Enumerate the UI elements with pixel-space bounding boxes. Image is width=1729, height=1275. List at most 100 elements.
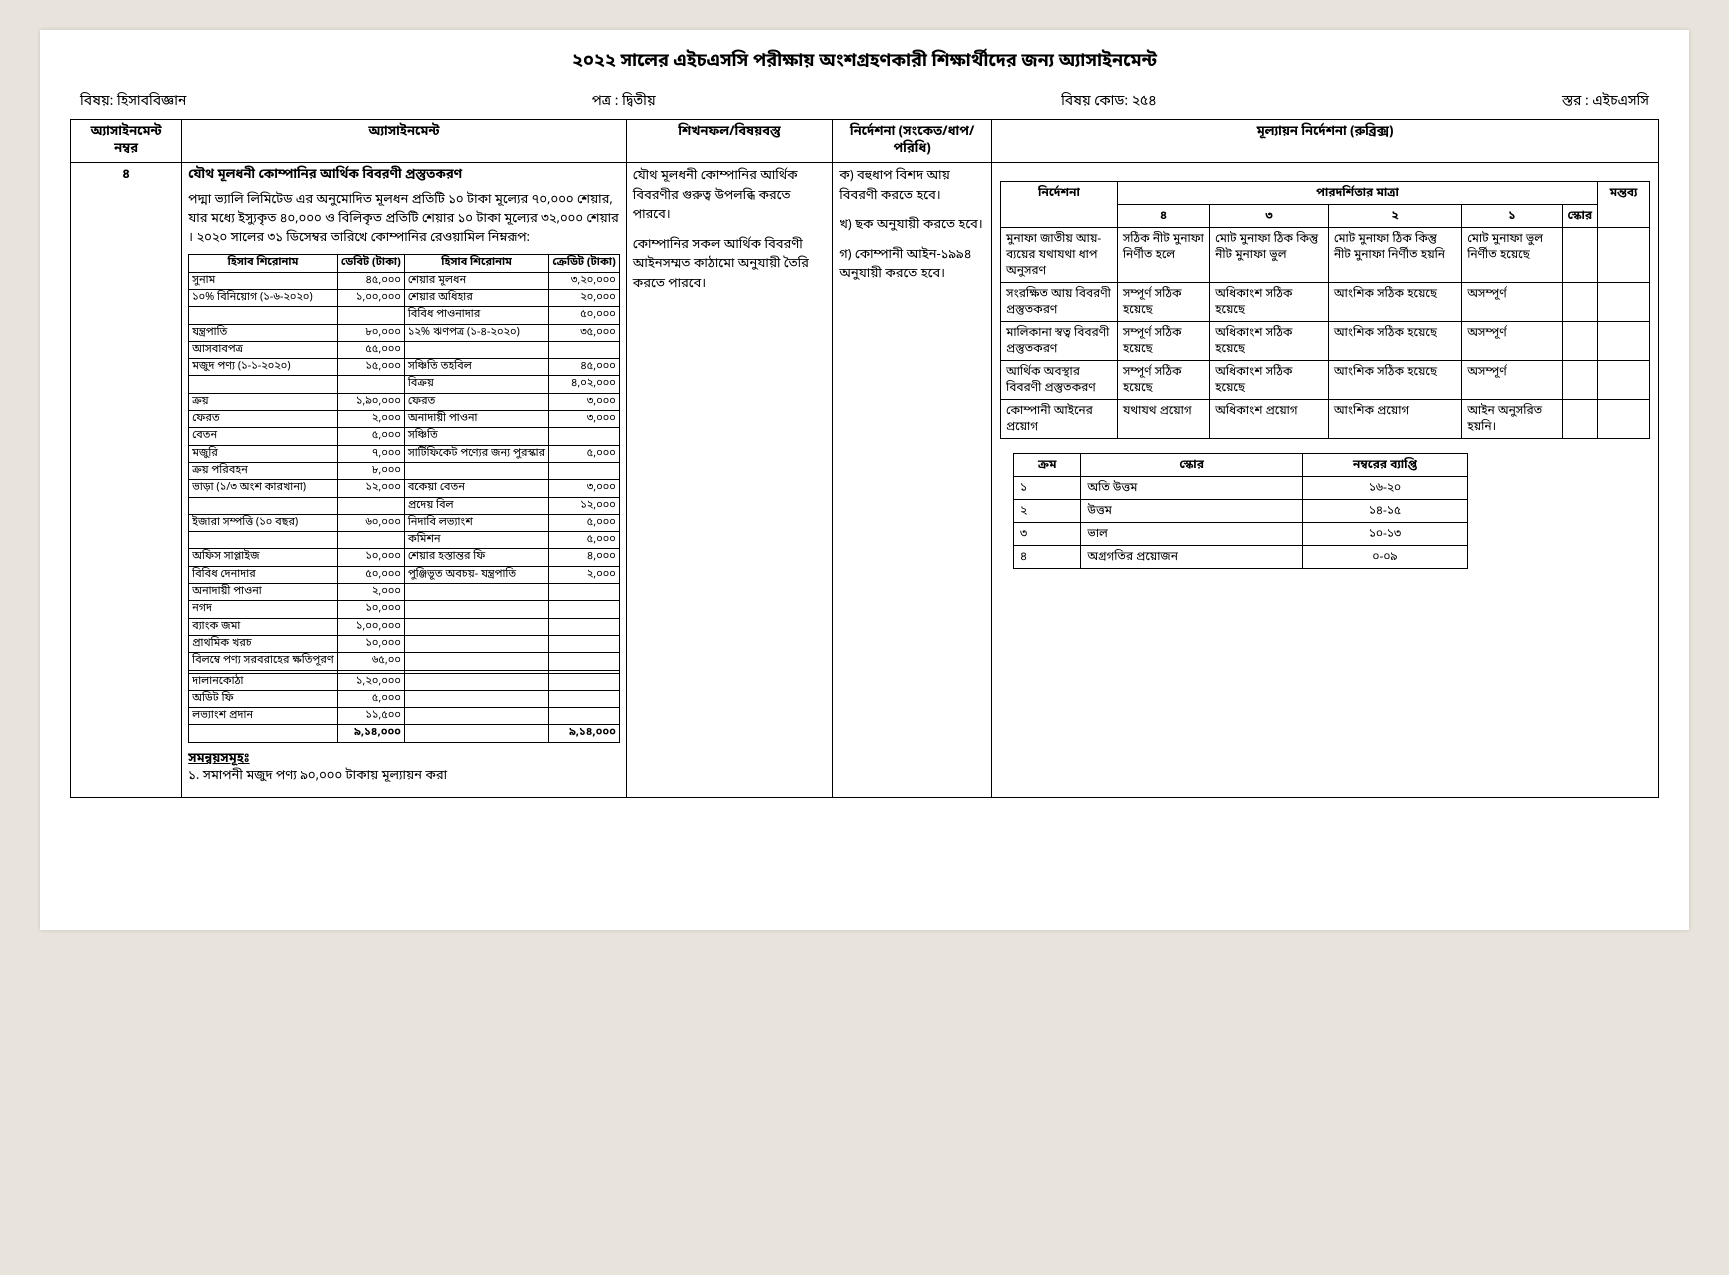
rubric-criterion: কোম্পানী আইনের প্রয়োগ — [1001, 400, 1118, 439]
ledger-label: ক্রয় পরিবহন — [189, 462, 338, 479]
score-cell: উত্তম — [1081, 500, 1303, 523]
ledger-label — [404, 601, 548, 618]
ledger-row: নগদ১০,০০০ — [189, 601, 620, 618]
rubric-cell: মোট মুনাফা ঠিক কিন্তু নীট মুনাফা নির্ণীত… — [1328, 228, 1461, 283]
ledger-amount: ১২,০০০ — [549, 497, 620, 514]
ledger-label: অনাদায়ী পাওনা — [404, 411, 548, 428]
score-cell: ৪ — [1014, 546, 1081, 569]
ledger-label: নিদাবি লভ্যাংশ — [404, 514, 548, 531]
ledger-row: ক্রয় পরিবহন৮,০০০ — [189, 462, 620, 479]
rubric-row: সংরক্ষিত আয় বিবরণী প্রস্তুতকরণসম্পূর্ণ … — [1001, 283, 1650, 322]
cell-outcome: যৌথ মূলধনী কোম্পানির আর্থিক বিবরণীর গুরু… — [626, 163, 832, 798]
ledger-row: ফেরত২,০০০অনাদায়ী পাওনা৩,০০০ — [189, 411, 620, 428]
ledger-label: সার্টিফিকেট পণ্যের জন্য পুরস্কার — [404, 445, 548, 462]
ledger-amount: ৩৫,০০০ — [549, 324, 620, 341]
ledger-amount: ১,২০,০০০ — [337, 673, 404, 690]
ledger-row: প্রাথমিক খরচ১০,০০০ — [189, 635, 620, 652]
score-row: ২উত্তম১৪-১৫ — [1014, 500, 1468, 523]
ledger-amount — [337, 497, 404, 514]
ledger-label: শেয়ার অধিহার — [404, 289, 548, 306]
ledger-row: অনাদায়ী পাওনা২,০০০ — [189, 584, 620, 601]
score-cell: ৩ — [1014, 523, 1081, 546]
rubric-cell: অসম্পূর্ণ — [1462, 283, 1562, 322]
ledger-amount: ৫,০০০ — [337, 428, 404, 445]
ledger-amount: ২,০০০ — [337, 584, 404, 601]
score-cell: ২ — [1014, 500, 1081, 523]
ledger-amount — [549, 673, 620, 690]
ledger-amount — [549, 708, 620, 725]
assignment-para1: পদ্মা ভ্যালি লিমিটেড এর অনুমোদিত মূলধন প… — [188, 192, 620, 249]
ledger-amount: ৬৫,০০ — [337, 653, 404, 670]
ledger-label — [404, 690, 548, 707]
ledger-row: বিক্রয়৪,০২,০০০ — [189, 376, 620, 393]
ledger-label: অফিস সাপ্লাইজ — [189, 549, 338, 566]
ledger-label: শেয়ার হস্তান্তর ফি — [404, 549, 548, 566]
ledger-row: কমিশন৫,০০০ — [189, 532, 620, 549]
score-th: স্কোর — [1081, 454, 1303, 477]
document-page: ২০২২ সালের এইচএসসি পরীক্ষায় অংশগ্রহণকার… — [40, 30, 1689, 930]
page-title: ২০২২ সালের এইচএসসি পরীক্ষায় অংশগ্রহণকার… — [70, 50, 1659, 74]
ledger-amount — [549, 635, 620, 652]
score-table: ক্রমস্কোরনম্বরের ব্যাপ্তি ১অতি উত্তম১৬-২… — [1013, 453, 1468, 569]
ledger-label — [404, 584, 548, 601]
ledger-label: লভ্যাংশ প্রদান — [189, 708, 338, 725]
ledger-label: বকেয়া বেতন — [404, 480, 548, 497]
ledger-row: দালানকোঠা১,২০,০০০ — [189, 673, 620, 690]
ledger-amount — [549, 653, 620, 670]
ledger-label: প্রদেয় বিল — [404, 497, 548, 514]
ledger-amount: ৪৫,০০০ — [337, 272, 404, 289]
ledger-amount: ১৫,০০০ — [337, 359, 404, 376]
ledger-label: ক্রয় — [189, 393, 338, 410]
rubric-remark-cell — [1598, 322, 1650, 361]
ledger-label: শেয়ার মূলধন — [404, 272, 548, 289]
th-instruction: নির্দেশনা (সংকেত/ধাপ/পরিধি) — [833, 120, 992, 163]
rubric-th-remark: মন্তব্য — [1598, 182, 1650, 228]
score-cell: অতি উত্তম — [1081, 477, 1303, 500]
ledger-row: লভ্যাংশ প্রদান১১,৫০০ — [189, 708, 620, 725]
rubric-criterion: সংরক্ষিত আয় বিবরণী প্রস্তুতকরণ — [1001, 283, 1118, 322]
rubric-cell: আইন অনুসরিত হয়নি। — [1462, 400, 1562, 439]
ledger-label — [404, 673, 548, 690]
ledger-label: মজুরি — [189, 445, 338, 462]
meta-paper: পত্র : দ্বিতীয় — [592, 92, 656, 111]
score-th: নম্বরের ব্যাপ্তি — [1302, 454, 1467, 477]
ledger-amount: ৫৫,০০০ — [337, 341, 404, 358]
score-cell: ১৪-১৫ — [1302, 500, 1467, 523]
ledger-row: মজুদ পণ্য (১-১-২০২০)১৫,০০০সঞ্চিতি তহবিল৪… — [189, 359, 620, 376]
rubric-score-cell — [1562, 283, 1598, 322]
ledger-row: বিবিধ দেনাদার৫০,০০০পুঞ্জিভূত অবচয়- যন্ত… — [189, 566, 620, 583]
ledger-amount: ৪,০০০ — [549, 549, 620, 566]
ledger-amount: ১০,০০০ — [337, 549, 404, 566]
ledger-amount — [549, 584, 620, 601]
score-th: ক্রম — [1014, 454, 1081, 477]
rubric-cell: সঠিক নীট মুনাফা নির্ণীত হলে — [1117, 228, 1209, 283]
ledger-label: ব্যাংক জমা — [189, 618, 338, 635]
ledger-amount — [549, 428, 620, 445]
ledger-amount: ৩,০০০ — [549, 393, 620, 410]
ledger-label: ফেরত — [189, 411, 338, 428]
meta-level: স্তর : এইচএসসি — [1562, 92, 1649, 111]
ledger-total-cell: ৯,১৪,০০০ — [549, 725, 620, 742]
ledger-amount — [549, 601, 620, 618]
rubric-score-cell — [1562, 361, 1598, 400]
rubric-remark-cell — [1598, 400, 1650, 439]
ledger-amount: ৮০,০০০ — [337, 324, 404, 341]
ledger-amount: ৫,০০০ — [549, 445, 620, 462]
ledger-amount: ১১,৫০০ — [337, 708, 404, 725]
ledger-amount — [337, 376, 404, 393]
ledger-label: পুঞ্জিভূত অবচয়- যন্ত্রপাতি — [404, 566, 548, 583]
ledger-amount: ৩,০০০ — [549, 480, 620, 497]
rubric-cell: আংশিক সঠিক হয়েছে — [1328, 283, 1461, 322]
cell-rubric: নির্দেশনা পারদর্শিতার মাত্রা মন্তব্য ৪৩২… — [992, 163, 1659, 798]
rubric-scale-th: ৩ — [1210, 205, 1329, 228]
ledger-th: ডেবিট (টাকা) — [337, 255, 404, 272]
ledger-label: নগদ — [189, 601, 338, 618]
assignment-heading: যৌথ মূলধনী কোম্পানির আর্থিক বিবরণী প্রস্… — [188, 167, 620, 186]
meta-row: বিষয়: হিসাববিজ্ঞান পত্র : দ্বিতীয় বিষয… — [70, 92, 1659, 111]
rubric-score-cell — [1562, 400, 1598, 439]
ledger-label: সুনাম — [189, 272, 338, 289]
rubric-remark-cell — [1598, 283, 1650, 322]
ledger-label: বেতন — [189, 428, 338, 445]
ledger-label: প্রাথমিক খরচ — [189, 635, 338, 652]
ledger-label — [189, 307, 338, 324]
